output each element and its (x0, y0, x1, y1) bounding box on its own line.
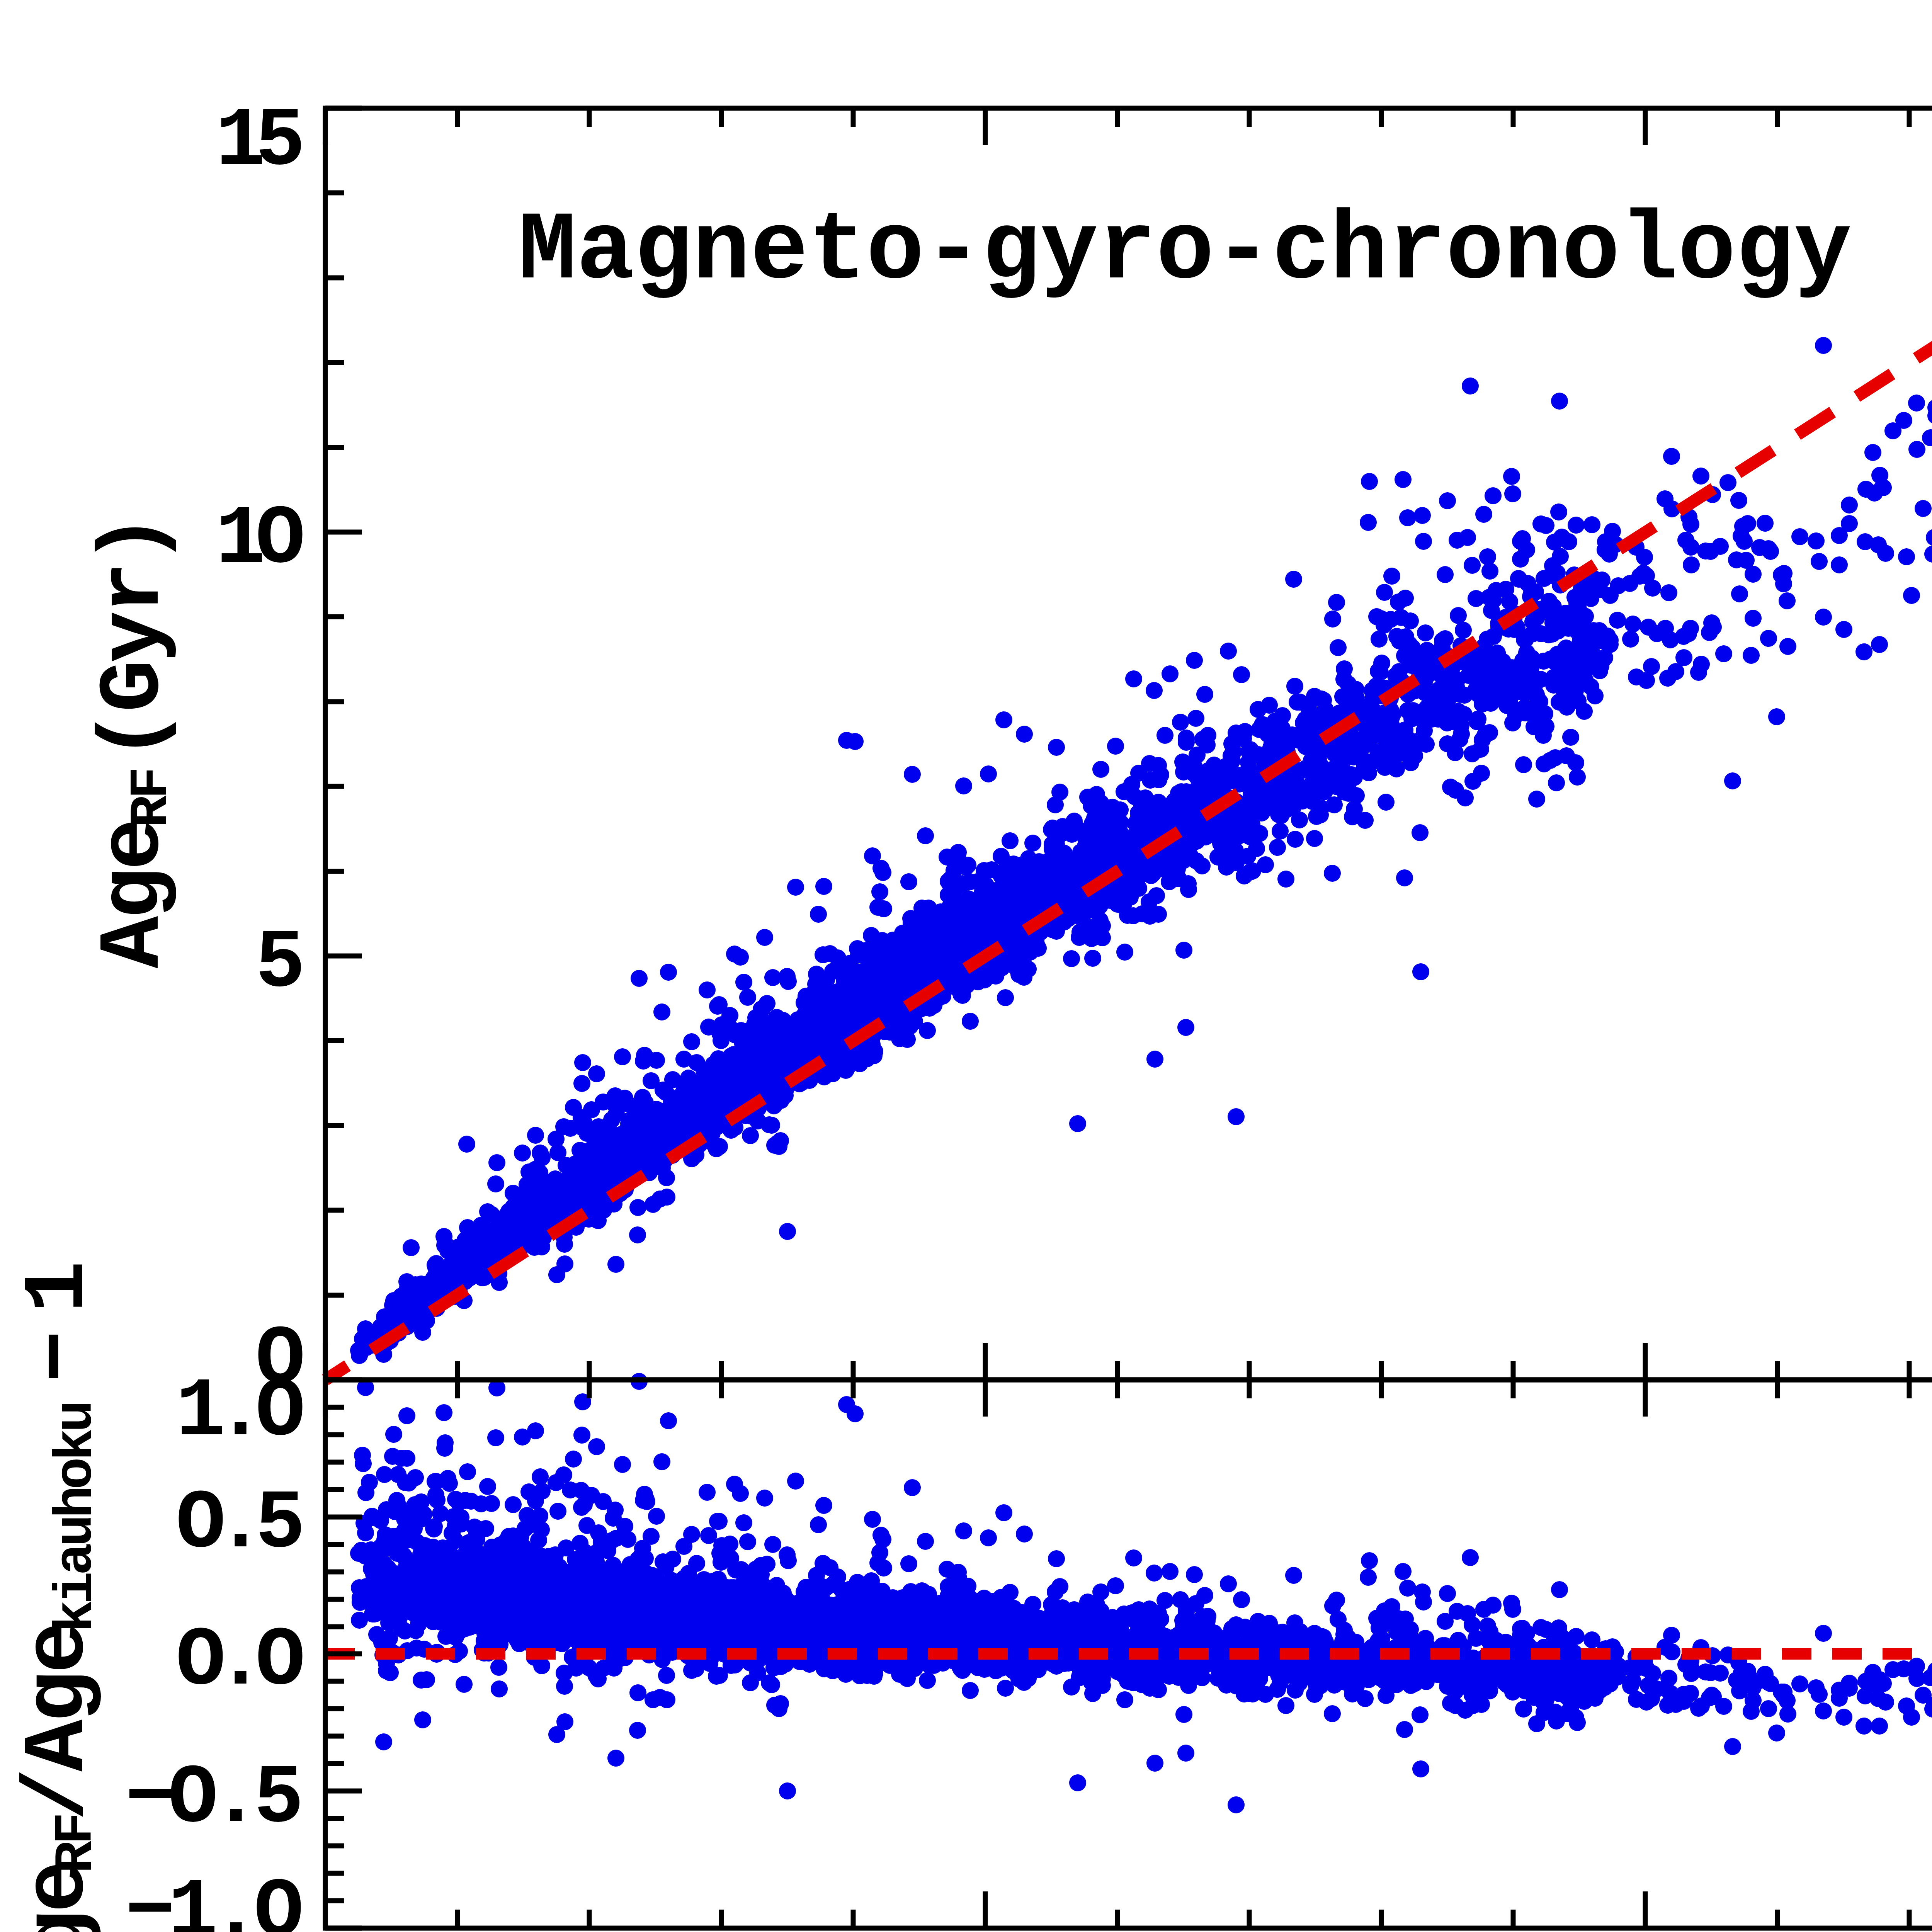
svg-text:15: 15 (216, 95, 301, 189)
svg-text:RF: RF (121, 770, 182, 828)
svg-text:5: 5 (255, 917, 301, 1011)
svg-text:1.O: 1.O (176, 1365, 303, 1459)
svg-text:kiauhoku: kiauhoku (46, 1403, 107, 1633)
svg-text:RF: RF (46, 1815, 107, 1873)
svg-text:O.O: O.O (176, 1614, 303, 1709)
svg-text:O.5: O.5 (176, 1477, 301, 1571)
svg-text:Age: Age (85, 821, 184, 968)
svg-text:−1.O: −1.O (125, 1866, 301, 1932)
svg-text:1O: 1O (216, 493, 303, 587)
svg-text:Magneto-gyro-chronology: Magneto-gyro-chronology (519, 197, 1852, 306)
svg-text:(Gyr): (Gyr) (85, 516, 184, 761)
svg-text:Age: Age (10, 1864, 109, 1932)
svg-text:/Age: /Age (10, 1624, 109, 1821)
svg-text:−: − (10, 1333, 109, 1383)
svg-text:−O.5: −O.5 (125, 1752, 299, 1846)
svg-text:1: 1 (10, 1264, 109, 1313)
